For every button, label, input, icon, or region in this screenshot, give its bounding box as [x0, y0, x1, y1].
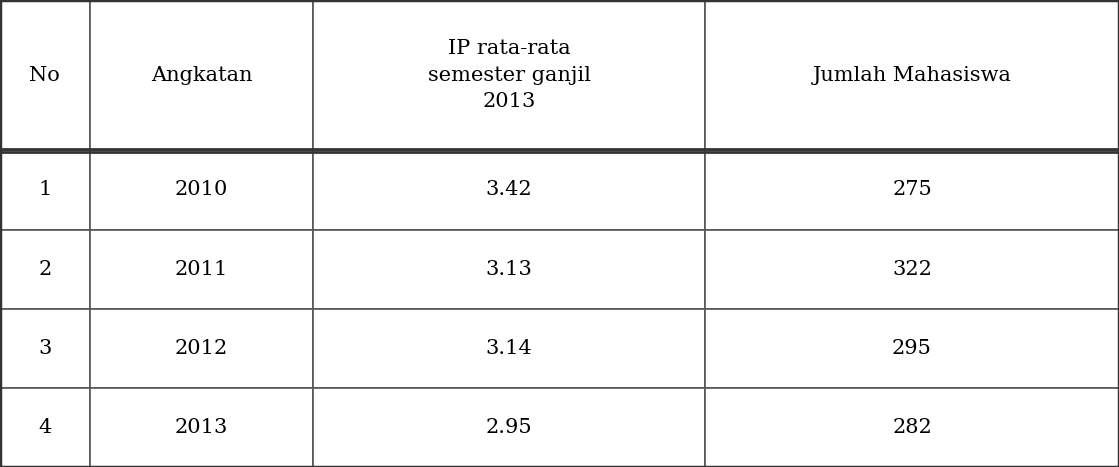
Bar	[313, 230, 705, 309]
Text: 3.14: 3.14	[486, 339, 533, 358]
Text: 295: 295	[892, 339, 932, 358]
Text: Jumlah Mahasiswa: Jumlah Mahasiswa	[812, 66, 1012, 85]
Text: 4: 4	[38, 418, 51, 437]
Text: 275: 275	[892, 180, 932, 199]
Bar	[313, 0, 705, 150]
Bar	[313, 150, 705, 230]
Bar	[90, 150, 313, 230]
Bar	[0, 0, 90, 150]
Bar	[705, 150, 1119, 230]
Bar	[0, 309, 90, 388]
Bar	[90, 388, 313, 467]
Text: 2013: 2013	[175, 418, 228, 437]
Bar	[90, 0, 313, 150]
Text: 3.42: 3.42	[486, 180, 533, 199]
Bar	[0, 230, 90, 309]
Text: 2010: 2010	[175, 180, 228, 199]
Bar	[313, 388, 705, 467]
Text: 322: 322	[892, 260, 932, 279]
Bar	[90, 230, 313, 309]
Bar	[705, 309, 1119, 388]
Text: 2: 2	[38, 260, 51, 279]
Text: 282: 282	[892, 418, 932, 437]
Bar	[705, 388, 1119, 467]
Text: No: No	[29, 66, 60, 85]
Bar	[0, 150, 90, 230]
Text: 2012: 2012	[175, 339, 228, 358]
Bar	[0, 388, 90, 467]
Bar	[90, 309, 313, 388]
Bar	[705, 0, 1119, 150]
Text: 2011: 2011	[175, 260, 228, 279]
Text: 1: 1	[38, 180, 51, 199]
Text: Angkatan: Angkatan	[151, 66, 252, 85]
Text: 3: 3	[38, 339, 51, 358]
Bar	[313, 309, 705, 388]
Bar	[705, 230, 1119, 309]
Text: 2.95: 2.95	[486, 418, 533, 437]
Text: 3.13: 3.13	[486, 260, 533, 279]
Text: IP rata-rata
semester ganjil
2013: IP rata-rata semester ganjil 2013	[427, 39, 591, 111]
